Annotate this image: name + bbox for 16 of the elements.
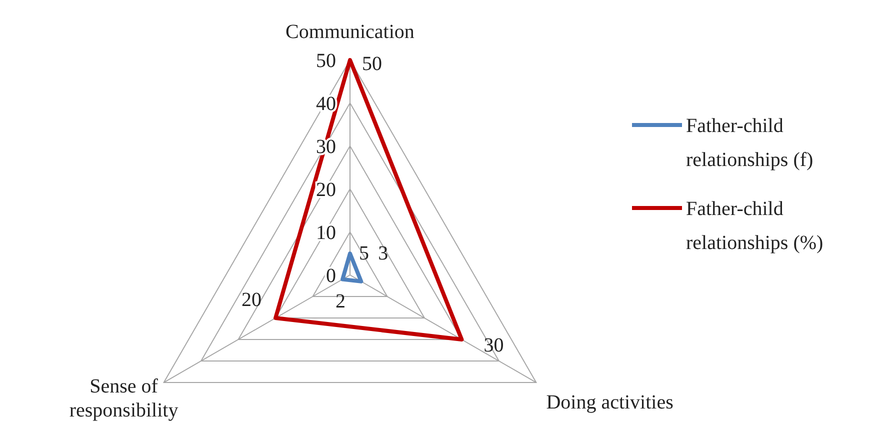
data-label: 20: [242, 289, 262, 311]
spoke-label: Communication: [286, 21, 414, 43]
data-label: 30: [484, 334, 504, 356]
y-tick-label: 50: [316, 50, 336, 72]
y-tick-label: 20: [316, 179, 336, 201]
data-label: 50: [362, 53, 382, 75]
y-tick-label: 40: [316, 93, 336, 115]
data-label: 5: [359, 242, 369, 264]
y-tick-label: 10: [316, 222, 336, 244]
spoke-label: Doing activities: [546, 392, 674, 414]
data-label: 2: [336, 290, 346, 312]
legend-label: Father-child relationships (%): [686, 198, 824, 254]
y-tick-label: 0: [326, 265, 336, 287]
spoke-label: Sense of responsibility: [69, 376, 178, 422]
legend-label: Father-child relationships (f): [686, 115, 814, 171]
data-label: 3: [378, 242, 388, 264]
